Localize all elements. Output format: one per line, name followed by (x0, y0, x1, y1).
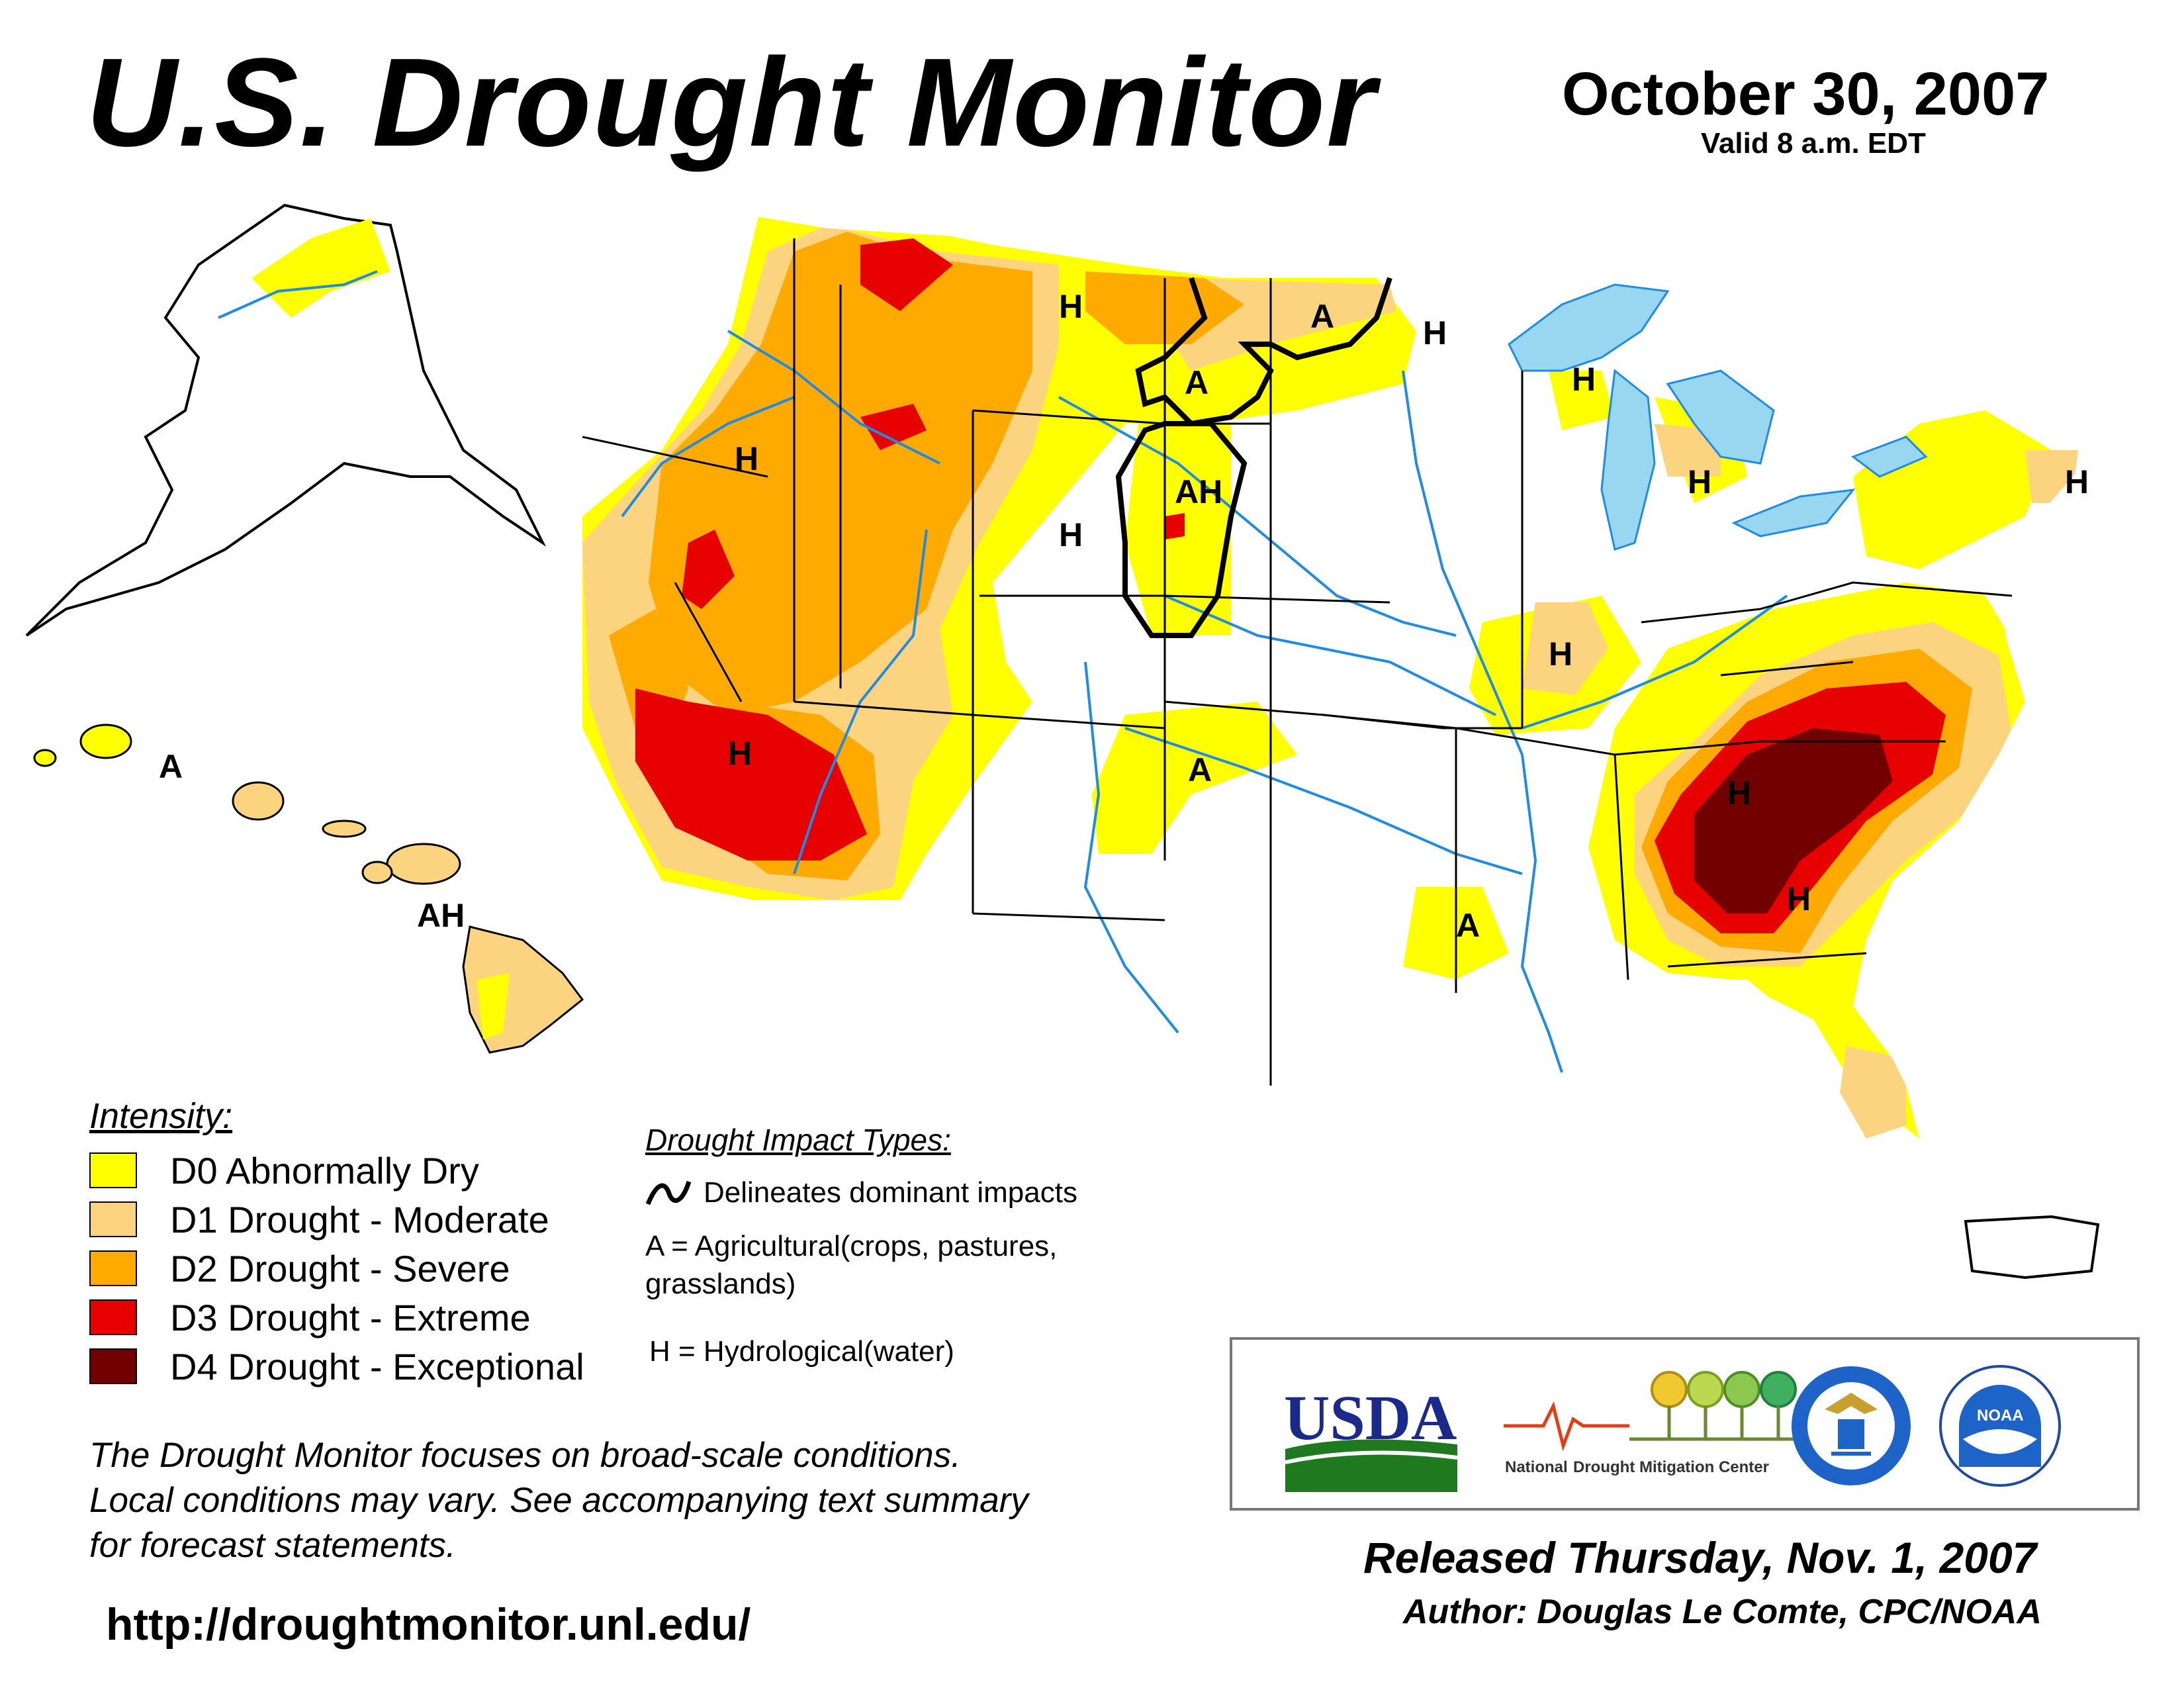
label-illinois: H (1549, 635, 1572, 673)
note-line-2: Local conditions may vary. See accompany… (89, 1480, 1028, 1520)
impact-delineates-row: Delineates dominant impacts (645, 1174, 1077, 1211)
legend-swatch-d4 (89, 1348, 137, 1384)
impact-delineations (1115, 277, 1392, 638)
impact-hydrological: H = Hydrological(water) (649, 1335, 954, 1368)
legend-label-d2: D2 Drought - Severe (170, 1247, 510, 1289)
valid-time: Valid 8 a.m. EDT (1701, 127, 1926, 160)
intensity-legend: Intensity: D0 Abnormally Dry D1 Drought … (89, 1096, 584, 1391)
noaa-logo: NOAA (1939, 1365, 2061, 1487)
label-hawaii-east: AH (417, 897, 465, 934)
page-title: U.S. Drought Monitor (86, 32, 1377, 173)
label-hawaii-west: A (159, 748, 183, 785)
hawaii (33, 724, 584, 1054)
label-nd-east: A (1310, 298, 1334, 335)
legend-label-d0: D0 Abnormally Dry (170, 1149, 479, 1192)
lake-michigan (1600, 369, 1656, 551)
svg-text:National: National (1505, 1458, 1568, 1476)
lake-huron (1666, 369, 1775, 465)
legend-item-d1: D1 Drought - Moderate (89, 1195, 584, 1244)
impact-legend: Drought Impact Types: Delineates dominan… (645, 1122, 1077, 1370)
label-nevada-arizona: H (728, 735, 752, 772)
svg-text:Drought Mitigation Center: Drought Mitigation Center (1573, 1458, 1769, 1476)
map-date: October 30, 2007 (1562, 60, 2050, 128)
usda-logo: USDA (1284, 1382, 1458, 1492)
label-nd-west: A (1185, 364, 1208, 401)
label-kansas-ok: A (1188, 751, 1212, 788)
legend-item-d4: D4 Drought - Exceptional (89, 1342, 584, 1391)
release-date: Released Thursday, Nov. 1, 2007 (1363, 1533, 2037, 1582)
legend-swatch-d2 (89, 1250, 137, 1286)
note-line-1: The Drought Monitor focuses on broad-sca… (89, 1436, 961, 1475)
label-southeast: H (1727, 774, 1751, 812)
impact-agricultural: A = Agricultural(crops, pastures, (645, 1230, 1058, 1263)
lake-ontario (1850, 436, 1928, 478)
legend-item-d0: D0 Abnormally Dry (89, 1146, 584, 1195)
ndmc-logo: National Drought Mitigation Center (1504, 1371, 1801, 1476)
state-borders (582, 238, 2013, 1086)
label-sd: AH (1175, 473, 1222, 510)
commerce-seal (1792, 1366, 1911, 1485)
author: Author: Douglas Le Comte, CPC/NOAA (1403, 1593, 2042, 1631)
label-wisconsin: H (1572, 361, 1596, 398)
rivers (621, 330, 1788, 1073)
label-pacific-nw: H (735, 440, 758, 477)
lake-superior (1508, 283, 1670, 372)
conus: H H A A H AH H H H H H H A A H H (569, 199, 2171, 1185)
disclaimer-note: The Drought Monitor focuses on broad-sca… (89, 1433, 1028, 1568)
partner-logos: USDA National Drought Mitigation Center (1230, 1337, 2140, 1511)
lake-erie (1731, 489, 1856, 538)
impact-title: Drought Impact Types: (645, 1123, 951, 1157)
delineation-line-icon (645, 1180, 692, 1205)
label-michigan: H (1688, 463, 1711, 500)
label-montana: H (1059, 288, 1083, 325)
impact-delineates: Delineates dominant impacts (704, 1176, 1077, 1209)
legend-label-d1: D1 Drought - Moderate (170, 1198, 549, 1241)
legend-item-d3: D3 Drought - Extreme (89, 1293, 584, 1342)
legend-swatch-d1 (89, 1201, 137, 1237)
label-new-england: H (2065, 463, 2089, 500)
logo-strip: USDA National Drought Mitigation Center (1284, 1365, 2061, 1492)
legend-swatch-d3 (89, 1299, 137, 1335)
website-url[interactable]: http://droughtmonitor.unl.edu/ (106, 1599, 751, 1650)
legend-label-d3: D3 Drought - Extreme (170, 1296, 531, 1338)
legend-item-d2: D2 Drought - Severe (89, 1244, 584, 1293)
puerto-rico (1964, 1215, 2100, 1280)
label-georgia: H (1787, 880, 1811, 917)
legend-label-d4: D4 Drought - Exceptional (170, 1345, 584, 1387)
label-mn-north: H (1423, 314, 1447, 352)
impact-agricultural-2: grasslands) (645, 1268, 796, 1301)
svg-text:NOAA: NOAA (1977, 1407, 2024, 1425)
label-louisiana: A (1456, 907, 1480, 944)
note-line-3: for forecast statements. (89, 1525, 456, 1565)
legend-swatch-d0 (89, 1152, 137, 1188)
alaska (25, 203, 547, 637)
label-wyoming: H (1059, 516, 1083, 553)
legend-title: Intensity: (89, 1096, 233, 1136)
